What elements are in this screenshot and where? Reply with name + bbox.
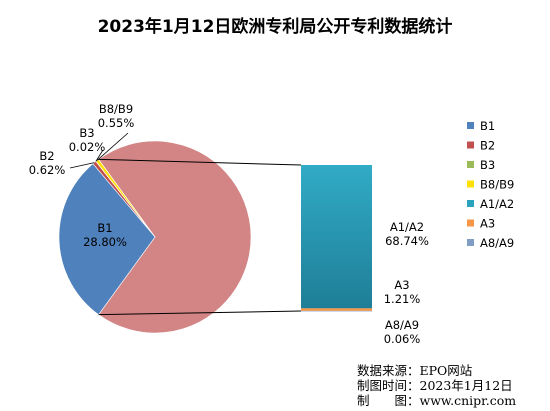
- data-label-a3: A3 1.21%: [384, 278, 421, 306]
- pie-slice-b1: [58, 163, 156, 316]
- pie-slice-combined-other: [98, 140, 252, 334]
- legend-label-b3: B3: [480, 158, 495, 172]
- data-label-b1: B1 28.80%: [83, 221, 127, 249]
- author-line: 制 图：www.cnipr.com: [357, 393, 516, 408]
- legend-swatch-a3: [467, 219, 474, 227]
- legend-swatch-b3: [467, 161, 474, 168]
- bar-segment-a8-a9: [301, 310, 372, 312]
- data-label-b3: B3 0.02%: [69, 126, 106, 154]
- legend-swatch-a1-a2: [467, 200, 474, 207]
- legend-label-a8-a9: A8/A9: [480, 236, 514, 250]
- leader-line-b2: [69, 162, 95, 169]
- legend-label-a1-a2: A1/A2: [480, 197, 514, 211]
- legend-label-b1: B1: [480, 119, 495, 133]
- date-line: 制图时间：2023年1月12日: [357, 378, 513, 393]
- bar-segment-a3: [301, 308, 372, 311]
- legend-label-a3: A3: [480, 217, 495, 231]
- leader-line-b8-b9: [96, 132, 129, 161]
- legend-swatch-b8-b9: [467, 180, 474, 188]
- source-line: 数据来源：EPO网站: [357, 363, 472, 378]
- data-label-a8-a9: A8/A9 0.06%: [384, 318, 421, 346]
- data-label-b2: B2 0.62%: [29, 149, 66, 177]
- legend-swatch-b1: [467, 122, 474, 129]
- legend-label-b8-b9: B8/B9: [480, 178, 514, 192]
- data-label-a1-a2: A1/A2 68.74%: [385, 220, 429, 248]
- legend-swatch-a8-a9: [467, 239, 474, 246]
- legend-swatch-b2: [467, 141, 474, 149]
- connector-line-bottom: [98, 310, 302, 316]
- bar-segment-a1-a2: [301, 165, 372, 309]
- data-label-b8-b9: B8/B9 0.55%: [98, 102, 135, 130]
- chart-title: 2023年1月12日欧洲专利局公开专利数据统计: [98, 16, 453, 37]
- leader-line-b3: [95, 149, 104, 162]
- legend-label-b2: B2: [480, 139, 495, 153]
- connector-line-top: [98, 158, 302, 166]
